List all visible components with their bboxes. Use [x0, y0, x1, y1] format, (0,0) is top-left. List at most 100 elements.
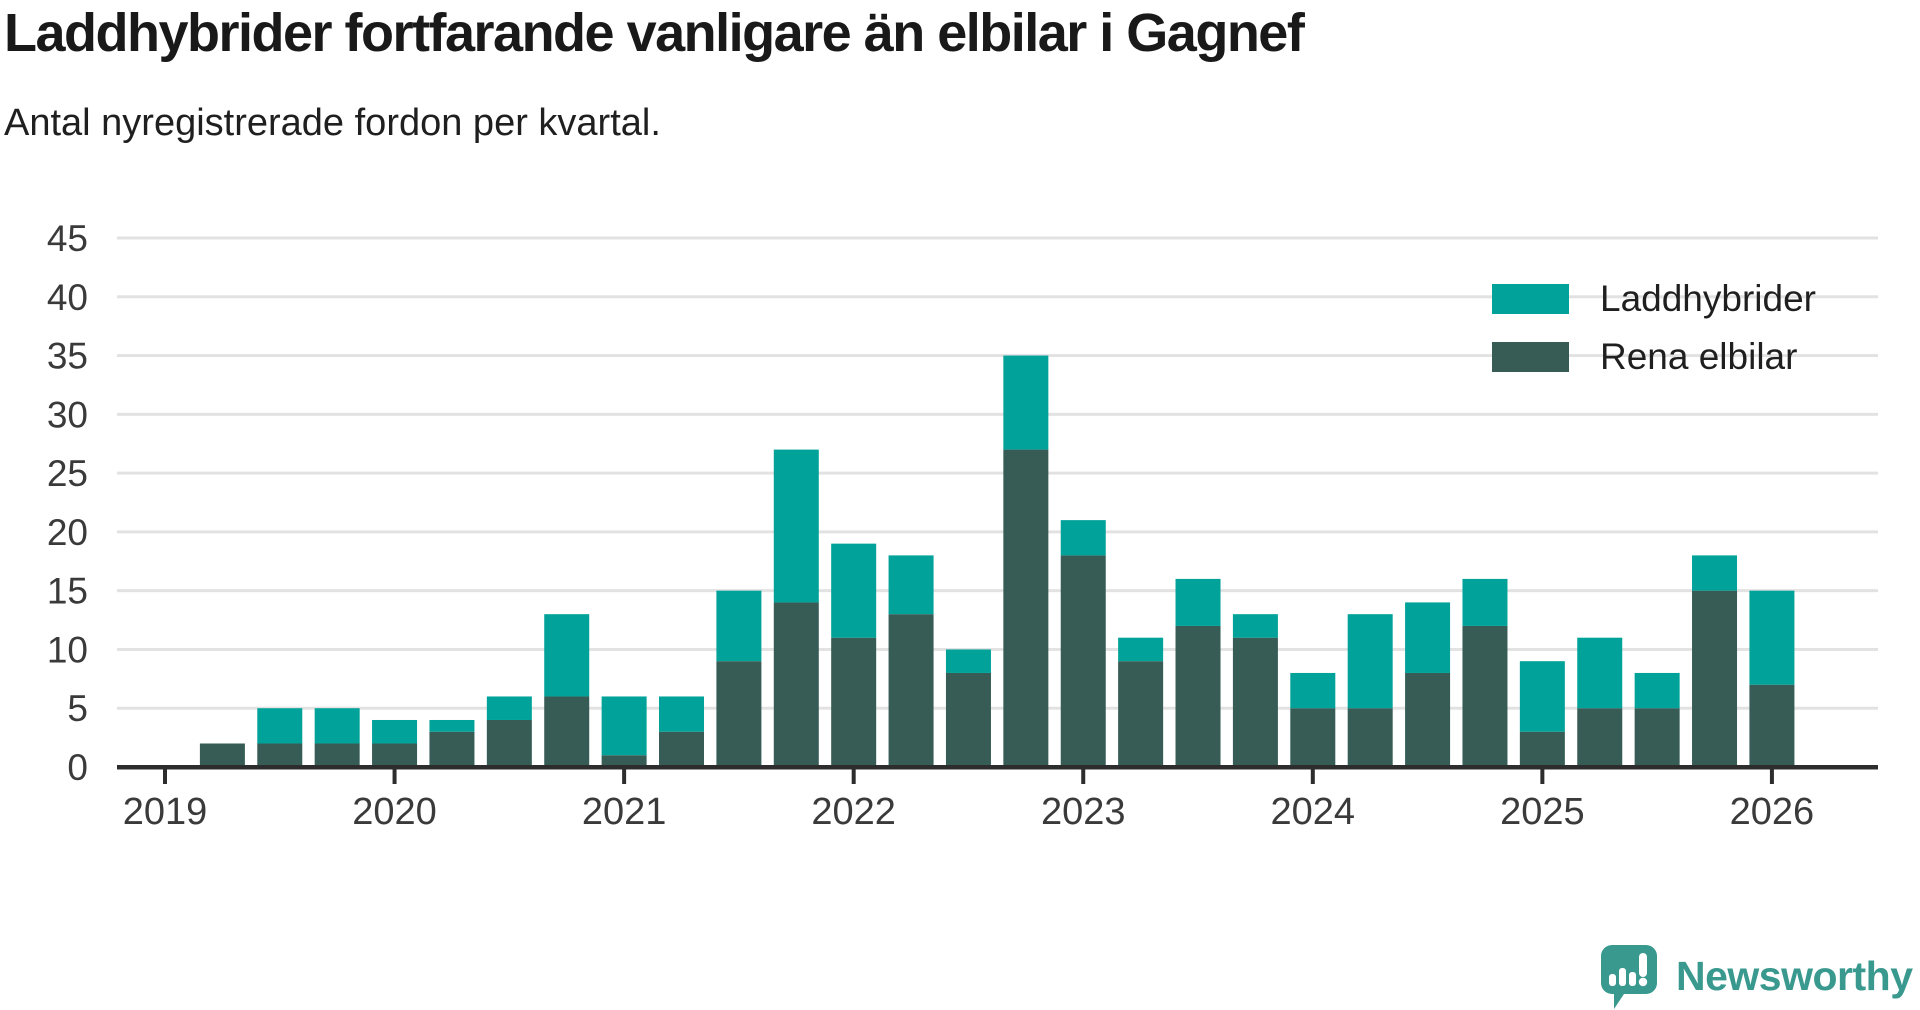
bar-segment-rena-elbilar — [429, 731, 475, 767]
bar-segment-laddhybrider — [1290, 672, 1336, 709]
bar-segment-laddhybrider — [831, 543, 877, 638]
bar-segment-rena-elbilar — [1118, 661, 1164, 767]
gridline — [117, 295, 1878, 299]
x-axis-tick — [163, 769, 167, 784]
bar-segment-laddhybrider — [429, 719, 475, 732]
bar-segment-laddhybrider — [1749, 590, 1795, 685]
bar-segment-rena-elbilar — [544, 696, 590, 767]
y-axis-label: 5 — [67, 688, 88, 729]
bar-segment-rena-elbilar — [1462, 625, 1508, 767]
bar-segment-laddhybrider — [601, 696, 647, 756]
x-axis-label: 2022 — [811, 791, 896, 833]
bar-segment-rena-elbilar — [199, 743, 245, 767]
bar-segment-laddhybrider — [1577, 637, 1623, 709]
bar-segment-laddhybrider — [945, 649, 991, 673]
legend-item-rena-elbilar: Rena elbilar — [1492, 338, 1797, 375]
bar-segment-laddhybrider — [257, 708, 303, 744]
x-axis-label: 2023 — [1041, 791, 1126, 833]
y-axis-label: 30 — [47, 394, 88, 435]
bar-segment-rena-elbilar — [486, 719, 532, 767]
y-axis-label: 15 — [47, 571, 88, 612]
bar-segment-rena-elbilar — [1749, 684, 1795, 767]
bar-segment-laddhybrider — [372, 719, 418, 744]
bar-segment-laddhybrider — [1519, 661, 1565, 732]
x-axis-line — [117, 765, 1878, 770]
bar-segment-laddhybrider — [1462, 578, 1508, 626]
y-axis-label: 35 — [47, 336, 88, 377]
y-axis-label: 20 — [47, 512, 88, 553]
bar-segment-laddhybrider — [544, 614, 590, 697]
y-axis-label: 40 — [47, 277, 88, 318]
bar-segment-rena-elbilar — [1290, 708, 1336, 767]
newsworthy-logo-text: Newsworthy — [1676, 953, 1913, 999]
bar-segment-rena-elbilar — [372, 743, 418, 767]
bar-segment-laddhybrider — [1347, 614, 1393, 709]
bar-segment-laddhybrider — [1003, 355, 1049, 450]
bar-segment-rena-elbilar — [601, 755, 647, 767]
bar-segment-rena-elbilar — [257, 743, 303, 767]
x-axis-tick — [1310, 769, 1315, 784]
legend-item-laddhybrider: Laddhybrider — [1492, 280, 1816, 317]
gridline — [117, 354, 1878, 358]
bar-segment-laddhybrider — [659, 696, 705, 732]
bar-segment-laddhybrider — [888, 555, 934, 615]
bar-segment-rena-elbilar — [888, 614, 934, 767]
bar-segment-rena-elbilar — [1519, 731, 1565, 767]
x-axis-label: 2025 — [1500, 791, 1585, 833]
bar-segment-rena-elbilar — [1634, 708, 1680, 767]
y-axis-label: 25 — [47, 453, 88, 494]
x-axis-label: 2020 — [352, 791, 437, 833]
legend-label-laddhybrider: Laddhybrider — [1600, 278, 1816, 319]
chart-title: Laddhybrider fortfarande vanligare än el… — [4, 3, 1305, 63]
bar-segment-rena-elbilar — [716, 661, 762, 767]
bar-segment-laddhybrider — [1118, 637, 1164, 662]
y-axis-label: 10 — [47, 629, 88, 670]
x-axis-tick — [1540, 769, 1545, 784]
bar-segment-rena-elbilar — [1405, 672, 1451, 767]
gridline — [117, 647, 1878, 651]
x-axis-tick — [622, 769, 627, 784]
bar-segment-laddhybrider — [773, 449, 819, 603]
bar-segment-laddhybrider — [1175, 578, 1221, 626]
gridline — [117, 530, 1878, 534]
gridline — [117, 236, 1878, 240]
bar-segment-laddhybrider — [1634, 672, 1680, 709]
bar-segment-rena-elbilar — [773, 602, 819, 767]
bar-segment-laddhybrider — [314, 708, 360, 744]
x-axis-label: 2026 — [1730, 791, 1815, 833]
bar-segment-rena-elbilar — [945, 672, 991, 767]
chart-subtitle: Antal nyregistrerade fordon per kvartal. — [4, 102, 661, 144]
x-axis-tick — [851, 769, 856, 784]
x-axis-tick — [1081, 769, 1086, 784]
x-axis-tick — [392, 769, 397, 784]
bar-segment-laddhybrider — [1692, 555, 1738, 591]
bar-segment-laddhybrider — [1060, 520, 1106, 556]
bar-segment-rena-elbilar — [831, 637, 877, 767]
legend-swatch-rena-elbilar — [1492, 341, 1569, 372]
bar-segment-laddhybrider — [716, 590, 762, 662]
x-axis-label: 2019 — [123, 791, 208, 833]
gridline — [117, 471, 1878, 475]
bar-segment-laddhybrider — [1232, 614, 1278, 638]
gridline — [117, 589, 1878, 593]
newsworthy-logo-icon — [1601, 945, 1657, 1009]
x-axis-label: 2024 — [1271, 791, 1356, 833]
bar-segment-rena-elbilar — [1692, 590, 1738, 767]
y-axis-label: 45 — [47, 218, 88, 259]
bar-segment-rena-elbilar — [1232, 637, 1278, 767]
legend-swatch-laddhybrider — [1492, 283, 1569, 314]
x-axis-tick — [1769, 769, 1774, 784]
y-axis-label: 0 — [67, 747, 88, 788]
bar-segment-laddhybrider — [1405, 602, 1451, 673]
bar-segment-laddhybrider — [486, 696, 532, 720]
bar-segment-rena-elbilar — [1003, 449, 1049, 767]
bar-segment-rena-elbilar — [1060, 555, 1106, 767]
legend-label-rena-elbilar: Rena elbilar — [1600, 336, 1798, 377]
newsworthy-branding: Newsworthy — [1600, 944, 1913, 1010]
gridline — [117, 412, 1878, 416]
bar-segment-rena-elbilar — [659, 731, 705, 767]
x-axis-label: 2021 — [582, 791, 667, 833]
gridline — [117, 706, 1878, 710]
